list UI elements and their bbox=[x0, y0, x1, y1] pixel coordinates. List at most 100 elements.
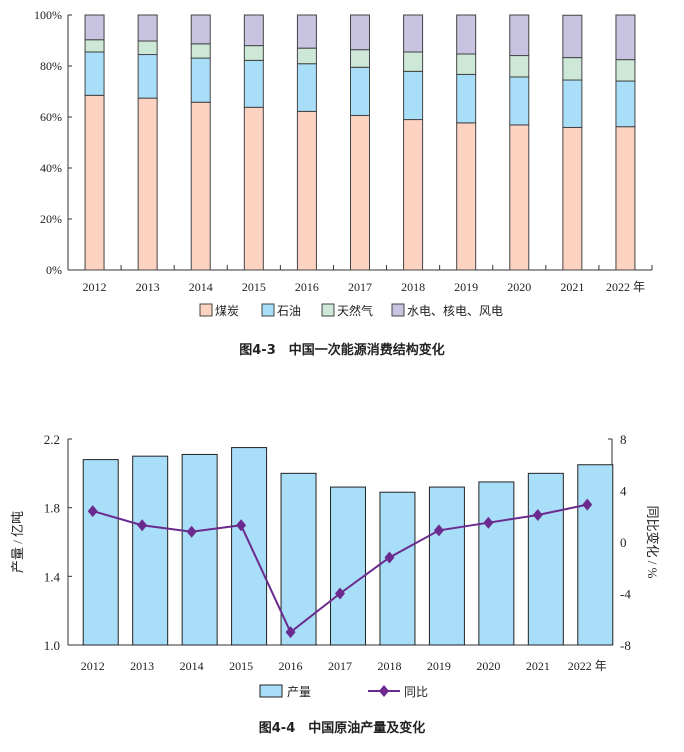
bar-segment-2 bbox=[562, 57, 583, 81]
x-tick-label: 2018 bbox=[377, 659, 401, 673]
production-bar bbox=[132, 455, 169, 646]
bar-segment-2 bbox=[137, 40, 158, 56]
bar-segment-2 bbox=[243, 45, 264, 61]
y-tick-label: 100% bbox=[34, 8, 62, 22]
bar-segment-1 bbox=[615, 80, 636, 128]
chart-caption: 图4-3 中国一次能源消费结构变化 bbox=[239, 342, 445, 358]
chart-caption: 图4-4 中国原油产量及变化 bbox=[259, 720, 426, 736]
production-bar bbox=[181, 453, 218, 646]
bar-segment-3 bbox=[456, 14, 477, 55]
legend-label: 石油 bbox=[277, 304, 301, 318]
bar-segment-3 bbox=[509, 14, 530, 57]
legend-swatch bbox=[321, 303, 335, 317]
y2-tick-label: 8 bbox=[620, 432, 627, 447]
bar-segment-2 bbox=[509, 55, 530, 78]
yoy-marker bbox=[137, 519, 148, 532]
yoy-marker bbox=[582, 498, 593, 511]
x-tick-label: 2014 bbox=[189, 280, 213, 294]
x-tick-label: 2021 bbox=[526, 659, 550, 673]
x-tick-label: 2019 bbox=[427, 659, 451, 673]
bar-segment-0 bbox=[615, 126, 636, 271]
bar-segment-3 bbox=[403, 14, 424, 53]
x-tick-label: 2013 bbox=[136, 280, 160, 294]
bar-segment-1 bbox=[296, 63, 317, 112]
legend-swatch-bar bbox=[259, 684, 283, 698]
bar-segment-2 bbox=[190, 43, 211, 59]
bar-segment-1 bbox=[190, 57, 211, 103]
bar-segment-0 bbox=[296, 110, 317, 271]
yoy-marker bbox=[433, 524, 444, 537]
legend-label: 水电、核电、风电 bbox=[407, 304, 503, 318]
x-tick-label: 2016 bbox=[295, 280, 319, 294]
x-tick-label: 2022 年 bbox=[568, 659, 607, 673]
bar-segment-3 bbox=[243, 14, 264, 47]
y2-tick-label: 4 bbox=[620, 484, 627, 499]
yoy-marker bbox=[335, 587, 345, 600]
bar-segment-0 bbox=[456, 122, 477, 271]
bar-segment-3 bbox=[296, 14, 317, 49]
y2-tick-label: -8 bbox=[620, 638, 631, 653]
x-tick-label: 2017 bbox=[348, 280, 372, 294]
yoy-marker bbox=[186, 525, 197, 538]
production-bar bbox=[330, 486, 366, 646]
production-bar bbox=[82, 459, 119, 646]
yoy-marker bbox=[285, 626, 296, 639]
bar-segment-0 bbox=[137, 97, 158, 271]
production-bar bbox=[527, 472, 564, 646]
bar-segment-2 bbox=[296, 47, 317, 65]
y2-tick-label: 0 bbox=[620, 535, 627, 550]
bar-segment-1 bbox=[84, 51, 105, 96]
x-tick-label: 2020 bbox=[507, 280, 531, 294]
y-tick-label: 1.0 bbox=[44, 638, 60, 653]
production-bar bbox=[280, 472, 317, 646]
yoy-marker bbox=[384, 551, 395, 564]
bar-segment-1 bbox=[243, 59, 264, 108]
legend-label: 天然气 bbox=[337, 303, 373, 318]
x-tick-label: 2015 bbox=[229, 659, 253, 673]
y-tick-label: 20% bbox=[40, 212, 62, 226]
x-tick-label: 2013 bbox=[130, 659, 154, 673]
yoy-marker bbox=[532, 508, 543, 521]
x-tick-label: 2022 年 bbox=[606, 280, 645, 294]
y-tick-label: 1.8 bbox=[44, 501, 60, 516]
x-tick-label: 2017 bbox=[328, 659, 352, 673]
production-bar bbox=[231, 447, 268, 646]
bar-segment-0 bbox=[190, 101, 211, 271]
x-tick-label: 2014 bbox=[180, 659, 204, 673]
legend-label: 同比 bbox=[404, 685, 428, 699]
x-tick-label: 2012 bbox=[81, 659, 105, 673]
production-bar bbox=[577, 464, 614, 646]
x-tick-label: 2019 bbox=[454, 280, 478, 294]
bar-segment-2 bbox=[84, 39, 105, 53]
y2-axis-label: 同比变化 / % bbox=[645, 506, 660, 579]
bar-segment-1 bbox=[509, 76, 530, 126]
x-tick-label: 2012 bbox=[83, 280, 107, 294]
bar-segment-3 bbox=[562, 14, 583, 59]
bar-segment-1 bbox=[350, 66, 370, 116]
bar-segment-0 bbox=[350, 114, 370, 271]
legend-swatch bbox=[199, 303, 213, 317]
y2-tick-label: -4 bbox=[620, 587, 631, 602]
bar-segment-0 bbox=[562, 126, 583, 271]
bar-segment-1 bbox=[456, 73, 477, 124]
legend-marker bbox=[379, 685, 389, 697]
x-tick-label: 2020 bbox=[476, 659, 500, 673]
bar-segment-3 bbox=[190, 14, 211, 45]
y-tick-label: 80% bbox=[40, 59, 62, 73]
production-bar bbox=[379, 491, 416, 646]
y-tick-label: 0% bbox=[46, 263, 62, 277]
bar-segment-2 bbox=[403, 51, 424, 72]
y-tick-label: 1.4 bbox=[44, 569, 61, 584]
legend-label: 产量 bbox=[287, 685, 311, 699]
legend-swatch bbox=[261, 303, 275, 317]
x-tick-label: 2021 bbox=[560, 280, 584, 294]
bar-segment-1 bbox=[562, 79, 583, 128]
yoy-marker bbox=[236, 519, 247, 532]
y-axis-label: 产量 / 亿吨 bbox=[10, 511, 25, 573]
legend-swatch bbox=[391, 303, 405, 317]
bar-segment-0 bbox=[84, 94, 105, 271]
bar-segment-0 bbox=[243, 106, 264, 271]
y-tick-label: 40% bbox=[40, 161, 62, 175]
bar-segment-0 bbox=[403, 119, 424, 271]
